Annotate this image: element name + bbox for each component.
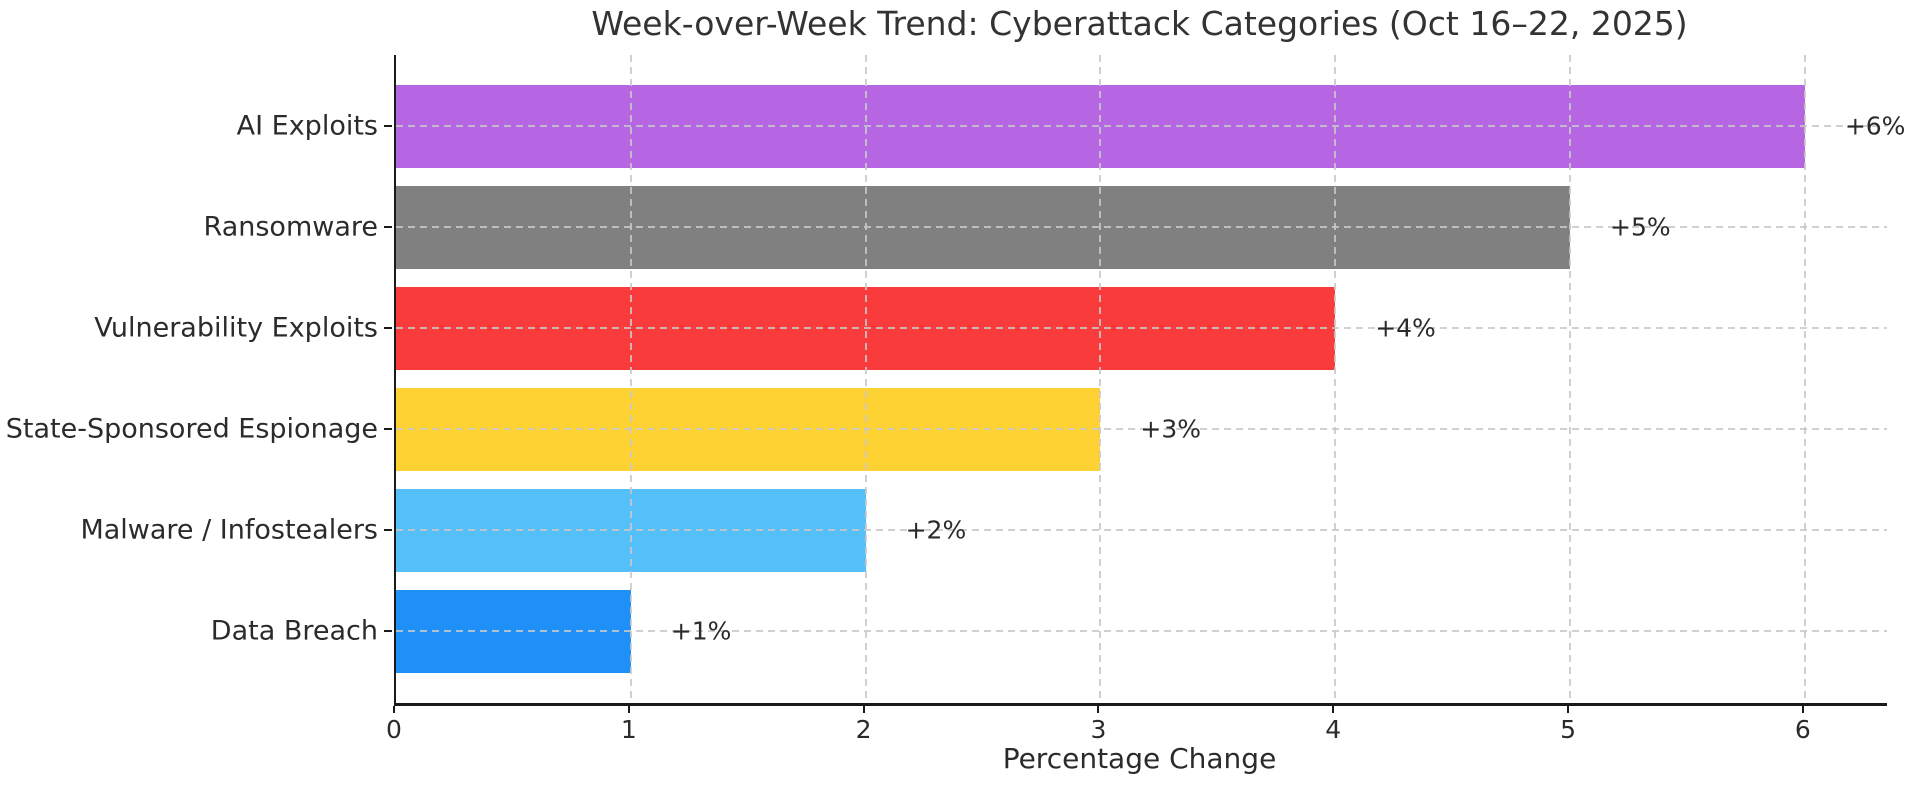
grid-line-h bbox=[396, 630, 1887, 632]
x-tick-label-3: 3 bbox=[1090, 715, 1107, 744]
bar-value-label-state-sponsored-espionage: +3% bbox=[1140, 414, 1202, 444]
x-axis-tick bbox=[393, 706, 395, 713]
grid-line-v bbox=[1334, 55, 1337, 703]
bar-value-label-malware-infostealers: +2% bbox=[905, 515, 967, 545]
category-label-ransomware: Ransomware bbox=[203, 211, 378, 243]
y-axis-tick bbox=[384, 327, 392, 329]
x-axis-tick bbox=[627, 706, 630, 713]
grid-line-h bbox=[396, 125, 1887, 127]
grid-line-v bbox=[864, 55, 867, 703]
category-label-state-sponsored-espionage: State-Sponsored Espionage bbox=[5, 413, 378, 445]
plot-area bbox=[394, 55, 1887, 706]
grid-line-v bbox=[1099, 55, 1102, 703]
bar-value-label-data-breach: +1% bbox=[670, 616, 732, 646]
grid-line-h bbox=[396, 529, 1887, 531]
grid-line-v bbox=[1569, 55, 1572, 703]
y-axis-tick bbox=[384, 529, 392, 531]
category-label-ai-exploits: AI Exploits bbox=[236, 110, 378, 142]
grid-line-h bbox=[396, 226, 1887, 228]
y-axis-tick bbox=[384, 226, 392, 228]
x-axis-tick bbox=[1567, 706, 1570, 713]
grid-line-v bbox=[629, 55, 632, 703]
x-tick-label-6: 6 bbox=[1794, 715, 1811, 744]
x-axis-tick bbox=[1097, 706, 1100, 713]
x-axis-tick bbox=[862, 706, 865, 713]
bar-value-label-ransomware: +5% bbox=[1610, 212, 1671, 242]
chart-title: Week-over-Week Trend: Cyberattack Catego… bbox=[591, 4, 1688, 43]
y-axis-tick bbox=[384, 630, 392, 632]
x-tick-label-4: 4 bbox=[1325, 715, 1342, 744]
grid-line-v bbox=[1803, 55, 1806, 703]
y-axis-tick bbox=[384, 125, 392, 127]
bar-value-label-ai-exploits: +6% bbox=[1844, 111, 1906, 141]
x-tick-label-1: 1 bbox=[620, 715, 637, 744]
x-tick-label-2: 2 bbox=[855, 715, 872, 744]
category-label-data-breach: Data Breach bbox=[210, 615, 378, 647]
x-tick-label-5: 5 bbox=[1560, 715, 1576, 744]
category-label-vulnerability-exploits: Vulnerability Exploits bbox=[94, 312, 378, 344]
x-axis-tick bbox=[1332, 706, 1335, 713]
x-axis-title: Percentage Change bbox=[1002, 742, 1277, 775]
grid-line-h bbox=[396, 428, 1887, 430]
y-axis-tick bbox=[384, 428, 392, 430]
grid-line-h bbox=[396, 327, 1887, 329]
bar-value-label-vulnerability-exploits: +4% bbox=[1375, 313, 1436, 343]
category-label-malware-infostealers: Malware / Infostealers bbox=[80, 514, 378, 546]
x-axis-tick bbox=[1801, 706, 1804, 713]
x-tick-label-0: 0 bbox=[386, 715, 402, 744]
